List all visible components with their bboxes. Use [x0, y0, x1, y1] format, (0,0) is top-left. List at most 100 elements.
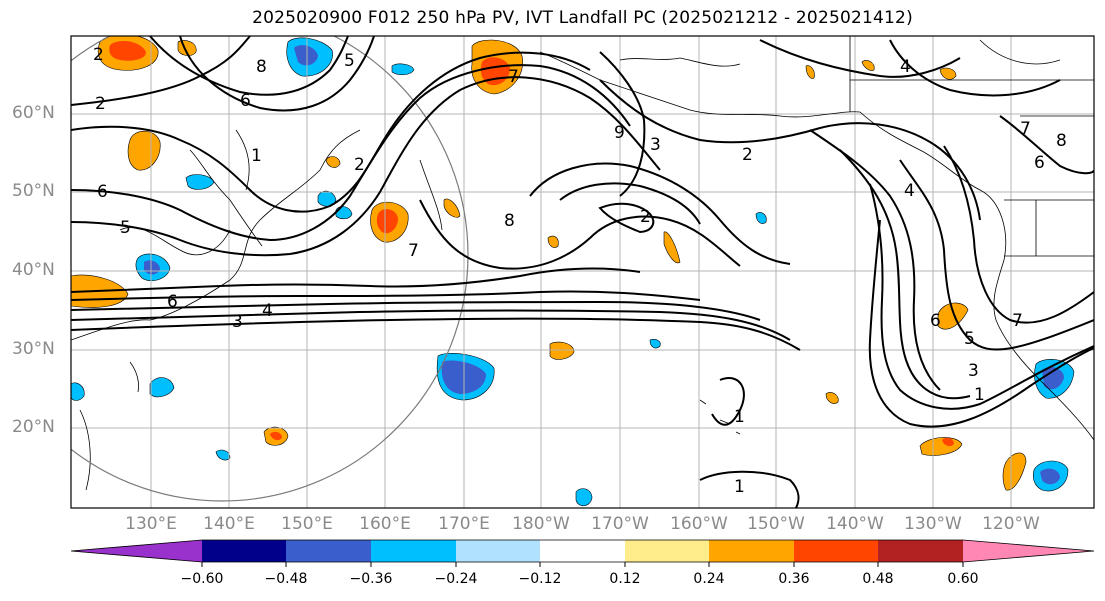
anomaly-positive	[549, 341, 575, 360]
anomaly-negative-core	[1040, 468, 1060, 485]
map-frame	[70, 35, 1095, 509]
colorbar-bin	[456, 540, 540, 562]
contour-label: 2	[640, 207, 651, 227]
colorbar-bin	[794, 540, 878, 562]
contour-label: 3	[968, 361, 979, 381]
lon-label: 150°W	[747, 514, 805, 534]
contour-label: 5	[120, 218, 131, 238]
lat-label: 30°N	[12, 339, 55, 359]
contour-label: 4	[900, 57, 911, 77]
anomaly-positive	[825, 392, 839, 404]
colorbar-tick-label: 0.24	[693, 571, 725, 587]
contour-label: 2	[93, 45, 104, 65]
contour-label: 1	[251, 146, 262, 166]
contour-label: 4	[904, 181, 915, 201]
pv-contours	[71, 36, 1094, 508]
colorbar-bin	[963, 540, 1094, 562]
lat-label: 40°N	[12, 260, 55, 280]
lon-label: 140°E	[203, 514, 255, 534]
anomaly-positive	[443, 198, 461, 218]
colorbar-bin	[625, 540, 709, 562]
contour-label: 1	[734, 477, 745, 497]
contour-label: 7	[1020, 119, 1031, 139]
lat-label: 60°N	[12, 103, 55, 123]
grid-lines	[71, 36, 1094, 508]
colorbar-tick-label: −0.12	[518, 571, 562, 587]
colorbar-bins	[70, 539, 1095, 563]
anomaly-negative	[649, 338, 661, 349]
colorbar-tick-label: 0.48	[862, 571, 894, 587]
anomaly-positive	[937, 302, 969, 330]
colorbar-tick-label: −0.24	[434, 571, 478, 587]
contour-label: 9	[614, 123, 625, 143]
contour-label: 7	[408, 241, 419, 261]
contour-label: 6	[1034, 153, 1045, 173]
anomaly-positive	[127, 130, 161, 171]
contour-label: 6	[97, 182, 108, 202]
colorbar-tick-label: 0.12	[609, 571, 641, 587]
colorbar-bin	[709, 540, 794, 562]
anomaly-positive	[861, 60, 875, 71]
colorbar-tick-label: 0.36	[778, 571, 810, 587]
colorbar-tick-label: −0.36	[349, 571, 393, 587]
contour-label: 8	[504, 211, 515, 231]
anomaly-positive	[939, 67, 957, 80]
contour-label: 5	[964, 329, 975, 349]
lat-label: 50°N	[12, 181, 55, 201]
contour-label: 6	[240, 91, 251, 111]
colorbar-bin	[71, 540, 202, 562]
lon-label: 130°E	[125, 514, 177, 534]
contour-label: 1	[974, 385, 985, 405]
contour-label: 1	[734, 407, 745, 427]
anomaly-negative	[215, 449, 231, 461]
contour-label: 2	[354, 155, 365, 175]
contour-labels: 2 8 5 6 1 2 6 5 2 6 4 3 7 8 7 2 3 9 2 4 …	[93, 45, 1067, 497]
contour-label: 6	[930, 311, 941, 331]
colorbar-bin	[878, 540, 963, 562]
contour-label: 5	[344, 51, 355, 71]
contour-label: 6	[167, 292, 178, 312]
contour-label: 3	[232, 312, 243, 332]
lon-label: 180°W	[512, 514, 570, 534]
map-frame-bg	[71, 36, 1094, 508]
lon-label: 160°W	[670, 514, 728, 534]
anomaly-positive-core	[109, 40, 146, 61]
anomaly-negative	[149, 377, 175, 398]
lon-label: 160°E	[359, 514, 411, 534]
anomaly-negative-core	[1042, 367, 1064, 390]
lon-label: 130°W	[904, 514, 962, 534]
contour-label: 7	[1012, 311, 1023, 331]
anomaly-positive-core	[942, 437, 954, 447]
colorbar-bin	[371, 540, 456, 562]
anomaly-negative	[575, 488, 593, 507]
colorbar-bin	[286, 540, 371, 562]
coastlines	[71, 36, 1094, 491]
colorbar-tick-label: 0.60	[947, 571, 979, 587]
anomaly-positive	[805, 65, 815, 79]
anomaly-negative	[391, 63, 415, 76]
lon-label: 170°W	[591, 514, 649, 534]
anomaly-positive-core	[376, 209, 398, 234]
lon-label: 140°W	[826, 514, 884, 534]
lat-label: 20°N	[12, 417, 55, 437]
colorbar-ticks	[201, 562, 964, 567]
colorbar-tick-label: −0.48	[264, 571, 308, 587]
anomaly-positive	[325, 156, 341, 168]
lon-label: 120°W	[982, 514, 1040, 534]
contour-label: 8	[256, 57, 267, 77]
contour-label: 7	[508, 67, 519, 87]
lon-label: 170°E	[438, 514, 490, 534]
contour-label: 8	[1056, 131, 1067, 151]
landfall-radius-ring	[71, 36, 469, 502]
colorbar-bin	[202, 540, 286, 562]
colorbar-bin	[540, 540, 625, 562]
anomaly-negative	[71, 382, 85, 401]
colorbar-tick-label: −0.60	[180, 571, 224, 587]
contour-label: 4	[262, 301, 273, 321]
lon-label: 150°E	[281, 514, 333, 534]
anomaly-positive-core	[270, 431, 282, 441]
contour-label: 3	[650, 135, 661, 155]
map-title: 2025020900 F012 250 hPa PV, IVT Landfall…	[252, 8, 913, 28]
